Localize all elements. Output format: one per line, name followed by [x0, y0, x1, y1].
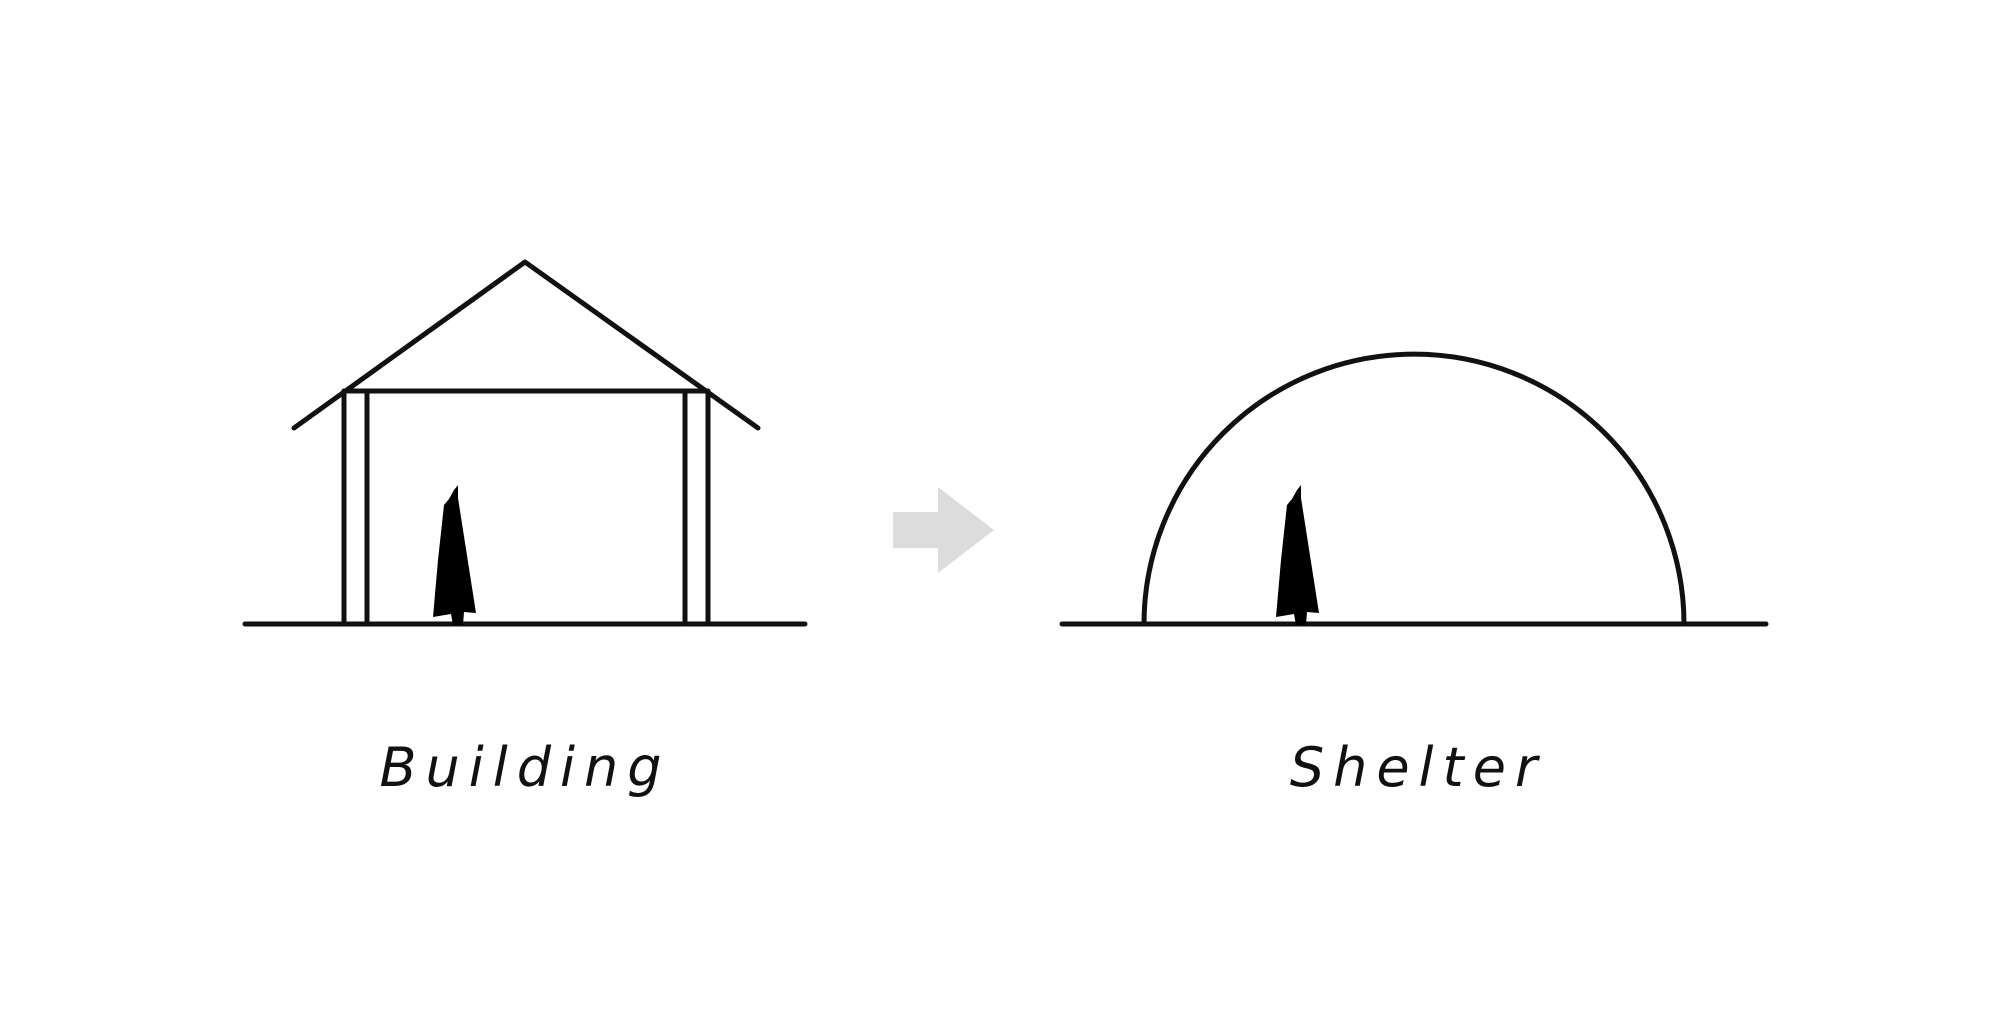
building-label: Building	[379, 736, 671, 799]
shelter-label: Shelter	[1289, 736, 1547, 799]
person-figure-building	[433, 485, 476, 625]
shelter-drawing	[1059, 351, 1769, 627]
person-figure-shelter	[1276, 485, 1319, 625]
transformation-arrow	[893, 487, 994, 573]
shelter-dome	[1141, 351, 1687, 627]
building-roof	[291, 259, 761, 431]
building-drawing	[242, 259, 808, 627]
